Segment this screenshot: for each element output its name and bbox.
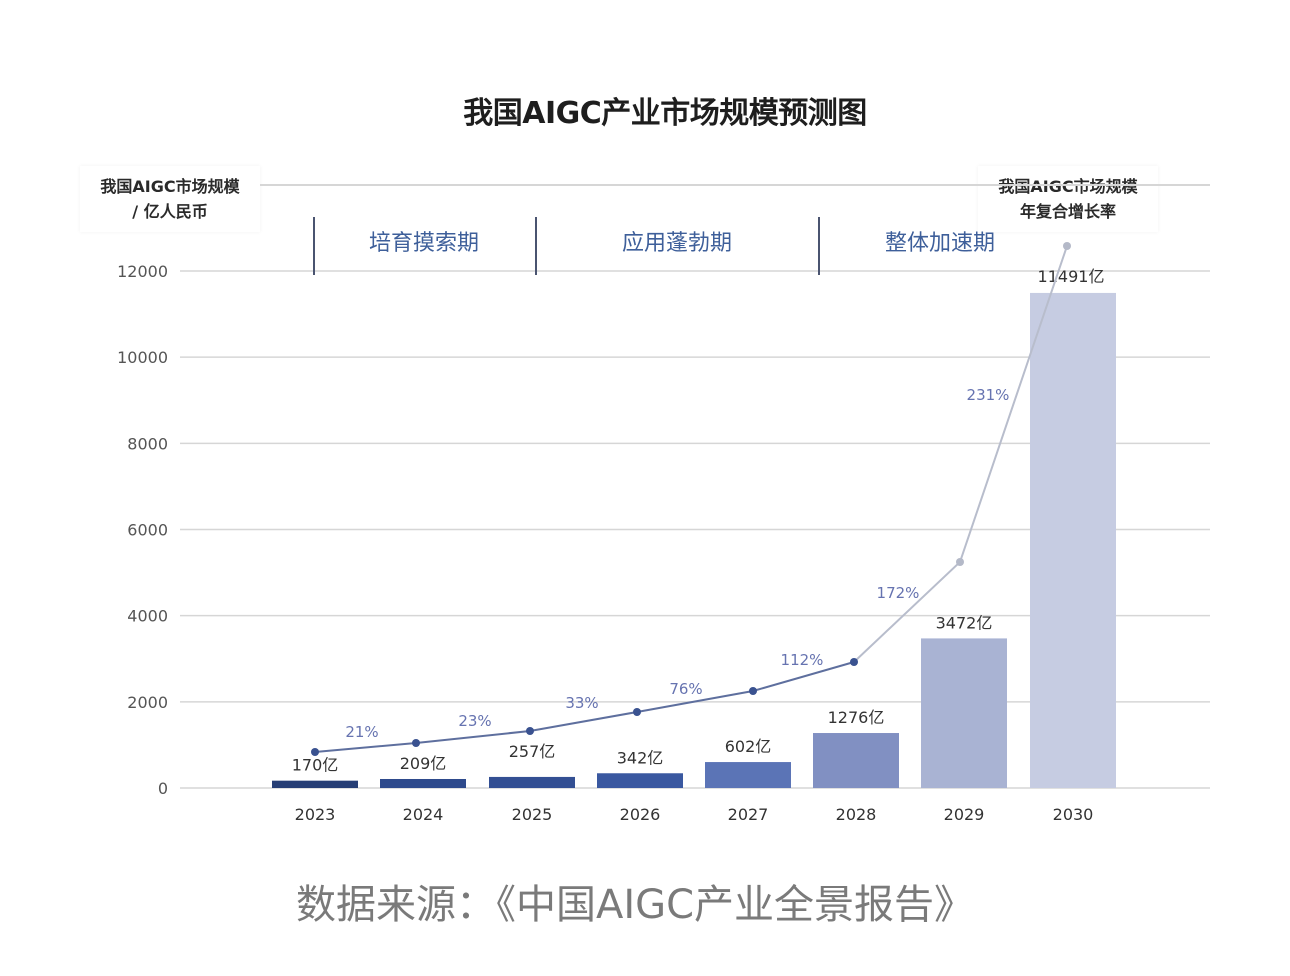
growth-marker <box>1063 242 1071 250</box>
data-source: 数据来源：《中国AIGC产业全景报告》 <box>295 882 975 928</box>
growth-marker <box>633 708 641 716</box>
chart-title: 我国AIGC产业市场规模预测图 <box>463 96 867 131</box>
x-tick-label: 2030 <box>1053 805 1094 824</box>
y-tick-label: 12000 <box>117 262 168 281</box>
y-tick-label: 4000 <box>127 607 168 626</box>
x-tick-label: 2028 <box>836 805 877 824</box>
right-axis-label-line1: 我国AIGC市场规模 <box>998 177 1138 196</box>
x-tick-label: 2027 <box>728 805 769 824</box>
right-axis-label: 我国AIGC市场规模 年复合增长率 <box>978 166 1158 232</box>
x-tick-label: 2025 <box>512 805 553 824</box>
growth-rate-label: 33% <box>565 694 598 712</box>
bar-value-label: 170亿 <box>292 756 339 775</box>
growth-marker <box>311 748 319 756</box>
left-axis-label: 我国AIGC市场规模 / 亿人民币 <box>80 166 260 232</box>
bar-value-label: 209亿 <box>400 754 447 773</box>
right-axis-label-line2: 年复合增长率 <box>1019 202 1116 221</box>
bar-2026 <box>597 773 683 788</box>
growth-line <box>314 661 855 753</box>
growth-marker <box>749 687 757 695</box>
phase-label: 整体加速期 <box>885 231 995 256</box>
x-tick-label: 2023 <box>295 805 336 824</box>
y-tick-label: 8000 <box>127 434 168 453</box>
bar-value-label: 342亿 <box>617 748 664 767</box>
growth-rate-label: 172% <box>877 584 920 602</box>
left-axis-label-line2: / 亿人民币 <box>132 202 208 221</box>
bar-value-label: 11491亿 <box>1038 267 1105 286</box>
bar-2023 <box>272 780 358 788</box>
bar-2029 <box>921 638 1007 788</box>
bar-value-label: 1276亿 <box>828 708 885 727</box>
bar-2030 <box>1030 292 1116 788</box>
growth-rate-label: 76% <box>669 680 702 698</box>
x-tick-label: 2024 <box>403 805 444 824</box>
bar-value-label: 602亿 <box>725 737 772 756</box>
bar-2028 <box>813 733 899 788</box>
bar-value-label: 3472亿 <box>936 613 993 632</box>
growth-marker <box>526 727 534 735</box>
y-tick-label: 2000 <box>127 693 168 712</box>
bar-2027 <box>705 762 791 788</box>
growth-marker <box>412 739 420 747</box>
bar-value-label: 257亿 <box>509 742 556 761</box>
growth-rate-label: 112% <box>781 651 824 669</box>
y-tick-label: 10000 <box>117 348 168 367</box>
bar-2025 <box>489 776 575 788</box>
bar-2024 <box>380 778 466 788</box>
x-tick-label: 2029 <box>944 805 985 824</box>
y-tick-label: 6000 <box>127 521 168 540</box>
phase-label: 应用蓬勃期 <box>622 231 732 256</box>
growth-rate-label: 21% <box>345 723 378 741</box>
y-tick-label: 0 <box>158 779 168 798</box>
growth-marker <box>850 658 858 666</box>
x-tick-label: 2026 <box>620 805 661 824</box>
growth-rate-label: 23% <box>458 712 491 730</box>
left-axis-label-line1: 我国AIGC市场规模 <box>100 177 240 196</box>
growth-rate-label: 231% <box>967 386 1010 404</box>
phase-label: 培育摸索期 <box>369 231 479 256</box>
growth-marker <box>956 558 964 566</box>
